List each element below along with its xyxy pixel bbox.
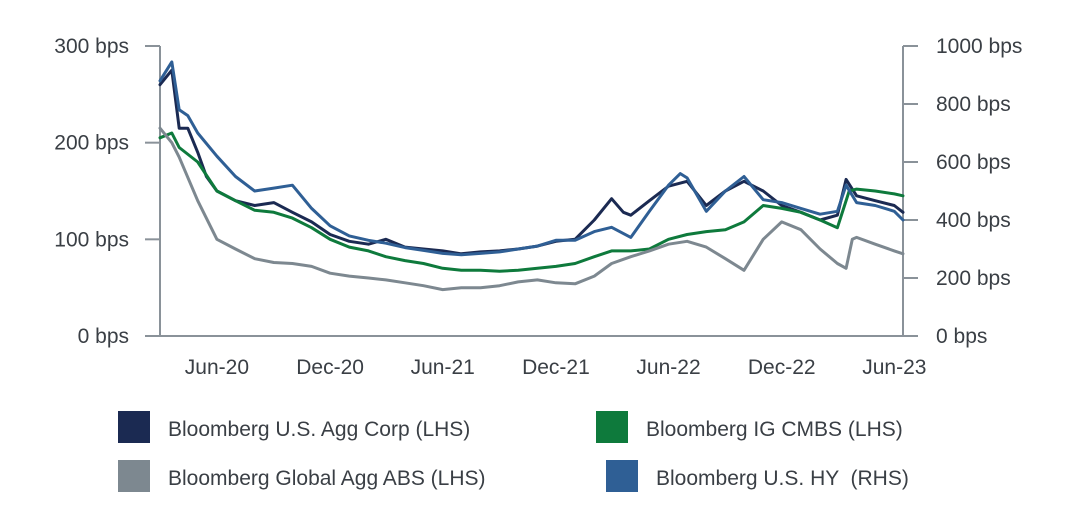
series-line-3 [158, 126, 905, 292]
x-axis-tick-label: Jun-22 [636, 356, 700, 379]
y-axis-right-tick-label: 200 bps [936, 267, 1011, 290]
y-axis-left-tick-label: 0 bps [78, 325, 129, 348]
x-axis-tick-label: Dec-22 [748, 356, 816, 379]
y-axis-right-tick-label: 0 bps [936, 325, 987, 348]
legend-label-3: Bloomberg Global Agg ABS (LHS) [168, 467, 486, 490]
y-axis-left-tick-label: 100 bps [54, 228, 129, 251]
legend-label-2: Bloomberg IG CMBS (LHS) [646, 418, 903, 441]
axes: 0 bps 100 bps 200 bps 300 bps 0 bps 200 bps 40… [54, 35, 1022, 379]
legend-label-1: Bloomberg U.S. Agg Corp (LHS) [168, 418, 470, 441]
y-axis-right-tick-label: 800 bps [936, 93, 1011, 116]
series-lines [158, 60, 905, 292]
legend-label-4: Bloomberg U.S. HY (RHS) [656, 467, 909, 490]
x-axis-tick-label: Dec-21 [522, 356, 590, 379]
legend-swatch-3 [118, 460, 150, 492]
y-axis-right-tick-label: 1000 bps [936, 35, 1022, 58]
x-axis-tick-label: Jun-21 [411, 356, 475, 379]
x-axis-tick-label: Dec-20 [296, 356, 364, 379]
y-axis-left-tick-label: 300 bps [54, 35, 129, 58]
legend-swatch-4 [606, 460, 638, 492]
y-axis-right-tick-label: 400 bps [936, 209, 1011, 232]
legend-swatch-2 [596, 411, 628, 443]
legend: Bloomberg U.S. Agg Corp (LHS) Bloomberg I… [118, 411, 909, 492]
x-axis-tick-label: Jun-20 [185, 356, 249, 379]
y-axis-right-tick-label: 600 bps [936, 151, 1011, 174]
y-axis-left-tick-label: 200 bps [54, 132, 129, 155]
x-axis-tick-label: Jun-23 [862, 356, 926, 379]
legend-swatch-1 [118, 411, 150, 443]
